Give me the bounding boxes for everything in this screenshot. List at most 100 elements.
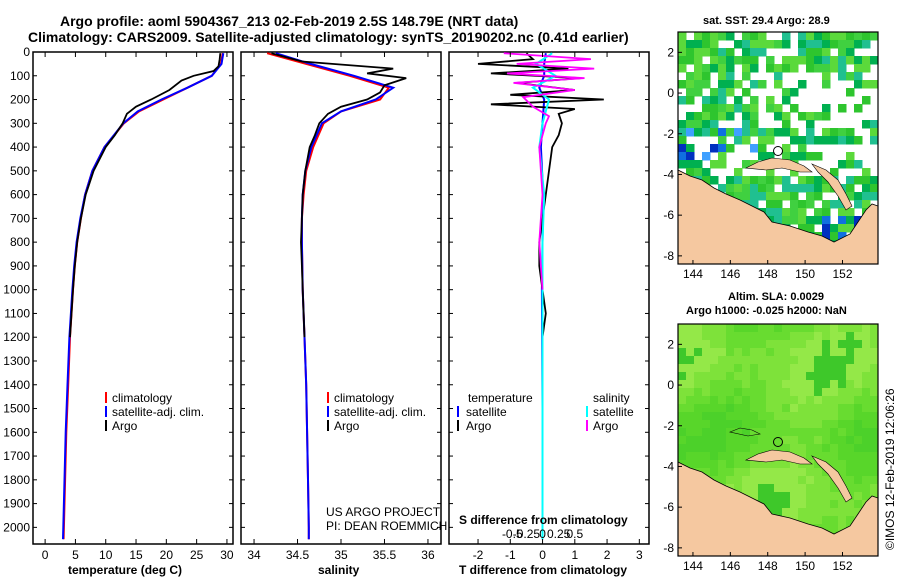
sst-cell <box>782 88 791 97</box>
sla-cell <box>830 372 839 381</box>
sla-cell <box>758 324 767 333</box>
sst-cell <box>742 192 751 201</box>
sst-cell <box>702 32 711 41</box>
sla-cell <box>798 380 807 389</box>
sla-cell <box>790 468 799 477</box>
sst-cell <box>750 56 759 65</box>
sla-cell <box>838 500 847 509</box>
sla-cell <box>814 380 823 389</box>
sla-cell <box>766 436 775 445</box>
sst-cell <box>838 48 847 57</box>
sla-cell <box>830 460 839 469</box>
sst-cell <box>774 72 783 81</box>
sla-cell <box>862 492 871 501</box>
sla-cell <box>726 420 735 429</box>
sla-cell <box>806 492 815 501</box>
sla-cell <box>814 348 823 357</box>
sla-cell <box>782 420 791 429</box>
sla-cell <box>790 436 799 445</box>
sst-cell <box>758 136 767 145</box>
sst-cell <box>790 200 799 209</box>
sst-cell <box>750 120 759 129</box>
sla-cell <box>814 516 823 525</box>
sst-cell <box>678 152 687 161</box>
x-tick-label: 0 <box>539 548 546 562</box>
sla-cell <box>798 500 807 509</box>
sst-cell <box>702 176 711 185</box>
sst-cell <box>822 216 831 225</box>
sla-cell <box>870 396 878 405</box>
sst-cell <box>758 48 767 57</box>
difference-frame <box>448 51 650 545</box>
sst-cell <box>798 48 807 57</box>
sla-cell <box>822 348 831 357</box>
sla-cell <box>806 476 815 485</box>
sst-cell <box>694 112 703 121</box>
x2-tick-label: -0.5 <box>502 527 523 541</box>
sla-cell <box>774 332 783 341</box>
sst-cell <box>838 64 847 73</box>
sla-cell <box>790 420 799 429</box>
depth-tick-label: 800 <box>10 235 30 249</box>
sst-cell <box>838 104 847 113</box>
sla-cell <box>750 412 759 421</box>
sla-cell <box>774 396 783 405</box>
sst-cell <box>726 80 735 89</box>
sst-cell <box>750 64 759 73</box>
difference-panel: -2 -1 0 1 2 3 -0.5-0.25 0 0.250.5 S difference … <box>448 51 650 577</box>
sla-cell <box>694 356 703 365</box>
sla-cell <box>822 396 831 405</box>
sst-cell <box>734 56 743 65</box>
sla-cell <box>774 492 783 501</box>
map-lon-label: 150 <box>795 267 815 281</box>
sst-cell <box>790 56 799 65</box>
sla-cell <box>734 444 743 453</box>
sla-cell <box>862 340 871 349</box>
sla-cell <box>838 468 847 477</box>
sst-cell <box>774 112 783 121</box>
sla-cell <box>774 468 783 477</box>
sla-cell <box>694 452 703 461</box>
difference-lines <box>477 52 604 540</box>
sla-cell <box>862 460 871 469</box>
sst-cell <box>742 160 751 169</box>
sla-cell <box>718 460 727 469</box>
sst-cell <box>702 104 711 113</box>
sla-cell <box>790 428 799 437</box>
depth-tick-label: 2000 <box>3 520 30 534</box>
sla-cell <box>750 436 759 445</box>
sla-cell <box>750 380 759 389</box>
sst-cell <box>830 136 839 145</box>
sla-cell <box>790 460 799 469</box>
sst-cell <box>726 88 735 97</box>
sst-cell <box>710 176 719 185</box>
sst-cell <box>686 152 695 161</box>
sla-cell <box>854 484 863 493</box>
sla-cell <box>854 388 863 397</box>
sst-cell <box>830 200 839 209</box>
sla-map-title-2: Argo h1000: -0.025 h2000: NaN <box>686 305 847 317</box>
sst-cell <box>870 192 878 201</box>
sla-cell <box>790 508 799 517</box>
sla-cell <box>726 468 735 477</box>
sla-cell <box>838 516 847 525</box>
sla-cell <box>774 420 783 429</box>
sla-cell <box>694 436 703 445</box>
sst-cell <box>750 184 759 193</box>
sla-cell <box>830 340 839 349</box>
sst-cell <box>806 192 815 201</box>
sla-cell <box>766 444 775 453</box>
sst-cell <box>702 80 711 89</box>
sst-cell <box>734 184 743 193</box>
sst-cell <box>838 232 847 241</box>
sla-cell <box>822 388 831 397</box>
sla-cell <box>726 340 735 349</box>
sla-cell <box>830 444 839 453</box>
sla-cell <box>774 436 783 445</box>
sla-cell <box>862 452 871 461</box>
sla-cell <box>854 452 863 461</box>
sla-cell <box>734 372 743 381</box>
sla-cell <box>870 468 878 477</box>
sla-cell <box>782 340 791 349</box>
sst-cell <box>790 168 799 177</box>
